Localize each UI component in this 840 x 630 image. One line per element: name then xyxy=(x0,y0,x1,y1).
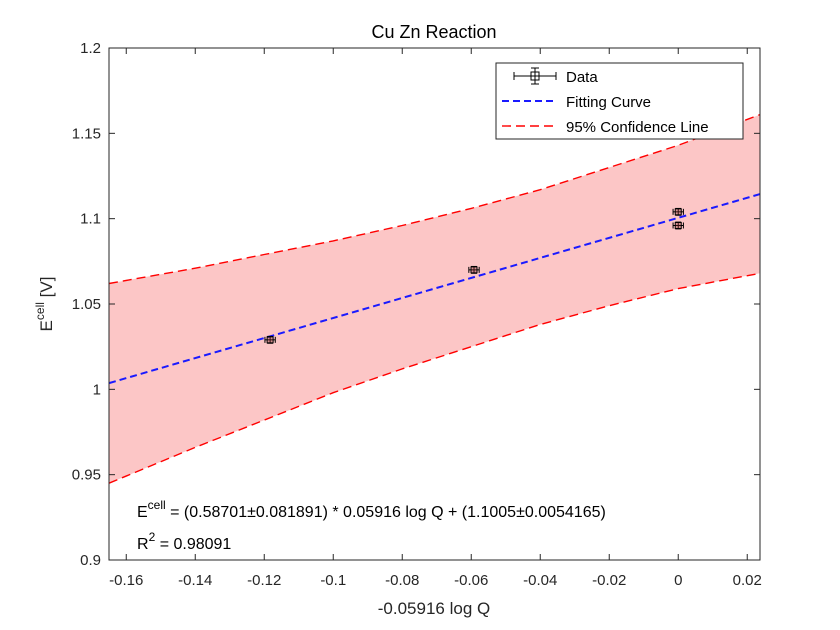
x-tick-label: -0.12 xyxy=(247,572,281,589)
legend: Data Fitting Curve 95% Confidence Line xyxy=(495,62,744,140)
y-tick-label: 1.05 xyxy=(72,296,101,313)
x-tick-label: -0.02 xyxy=(592,572,626,589)
confidence-upper-line xyxy=(108,113,761,285)
legend-label-fit: Fitting Curve xyxy=(566,94,651,111)
x-tick-label: -0.06 xyxy=(454,572,488,589)
confidence-lower-line xyxy=(108,272,761,484)
fitting-curve xyxy=(108,193,761,385)
data-point xyxy=(672,221,684,230)
equation-base: E xyxy=(137,504,148,521)
r2-base: R xyxy=(137,536,149,553)
x-tick-label: -0.04 xyxy=(523,572,557,589)
y-tick-label: 0.9 xyxy=(80,552,101,569)
legend-label-data: Data xyxy=(566,69,598,86)
y-tick-label: 1.1 xyxy=(80,211,101,228)
x-tick-label: -0.16 xyxy=(109,572,143,589)
x-tick-label: -0.14 xyxy=(178,572,212,589)
y-axis-label-unit: [V] xyxy=(37,277,56,298)
data-points xyxy=(264,207,684,344)
legend-data-symbol xyxy=(513,67,557,85)
x-tick-label: -0.1 xyxy=(320,572,346,589)
x-tick-label: 0.02 xyxy=(733,572,762,589)
r2-rest: = 0.98091 xyxy=(155,536,231,553)
y-axis-label-sup: cell xyxy=(33,302,47,320)
x-axis-ticks: -0.16 -0.14 -0.12 -0.1 -0.08 -0.06 -0.04 -0.02 0… xyxy=(109,48,762,589)
y-axis-label-base: E xyxy=(37,320,56,331)
y-tick-label: 0.95 xyxy=(72,467,101,484)
equation-annotation: Ecell = (0.58701±0.081891) * 0.05916 log… xyxy=(137,498,606,521)
chart-title: Cu Zn Reaction xyxy=(371,22,496,42)
x-tick-label: -0.08 xyxy=(385,572,419,589)
plot-area xyxy=(108,113,761,484)
y-axis-ticks: 0.9 0.95 1 1.05 1.1 1.15 1.2 xyxy=(72,40,760,569)
equation-sup: cell xyxy=(148,498,166,512)
y-tick-label: 1.2 xyxy=(80,40,101,57)
data-point xyxy=(672,207,684,216)
x-axis-label: -0.05916 log Q xyxy=(378,599,490,618)
r-squared-annotation: R2 = 0.98091 xyxy=(137,530,231,553)
confidence-band xyxy=(109,114,760,484)
equation-rest: = (0.58701±0.081891) * 0.05916 log Q + (… xyxy=(166,504,606,521)
x-tick-label: 0 xyxy=(674,572,682,589)
data-point xyxy=(468,265,480,274)
y-axis-label: Ecell [V] xyxy=(33,277,56,332)
r2-sup: 2 xyxy=(149,530,156,544)
legend-label-confidence: 95% Confidence Line xyxy=(566,119,709,136)
data-point xyxy=(264,335,276,344)
y-tick-label: 1 xyxy=(93,381,101,398)
y-tick-label: 1.15 xyxy=(72,125,101,142)
